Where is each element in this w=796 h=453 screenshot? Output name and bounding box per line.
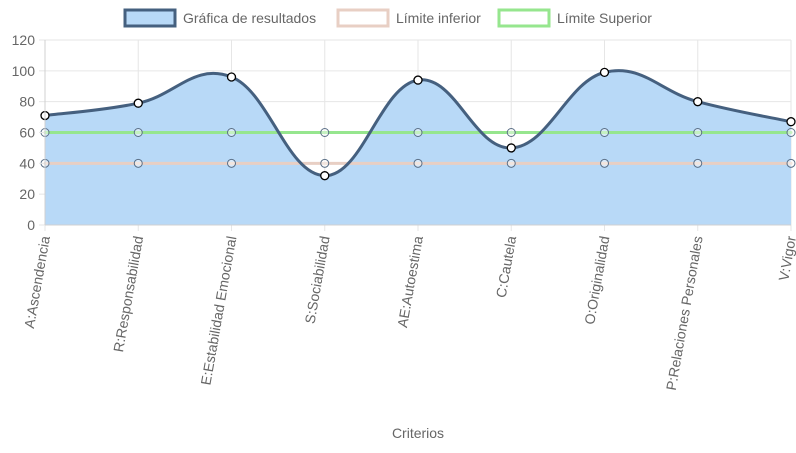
- data-point[interactable]: [786, 158, 796, 168]
- legend-label[interactable]: Límite Superior: [557, 10, 652, 26]
- x-tick-label: P:Relaciones Personales: [663, 235, 706, 392]
- x-tick-label: C:Cautela: [493, 235, 520, 299]
- series-fill-0: [45, 70, 791, 225]
- data-point[interactable]: [133, 128, 143, 137]
- legend-label[interactable]: Límite inferior: [396, 10, 481, 26]
- y-tick-label: 40: [19, 155, 35, 171]
- x-tick-label: V:Vigor: [775, 234, 796, 282]
- y-tick-label: 120: [12, 32, 36, 48]
- data-point[interactable]: [693, 128, 703, 137]
- x-tick-label: O:Originalidad: [581, 235, 612, 326]
- data-point[interactable]: [506, 128, 516, 137]
- x-tick-label: A:Ascendencia: [21, 235, 53, 330]
- data-point[interactable]: [133, 158, 143, 168]
- series-fills: [45, 70, 791, 225]
- data-point[interactable]: [693, 158, 703, 168]
- data-point[interactable]: [133, 98, 143, 108]
- data-point[interactable]: [320, 171, 330, 181]
- y-tick-label: 0: [27, 217, 35, 233]
- data-point[interactable]: [786, 117, 796, 127]
- data-point[interactable]: [600, 128, 609, 137]
- legend-label[interactable]: Gráfica de resultados: [183, 10, 316, 26]
- data-point[interactable]: [413, 128, 423, 137]
- legend: Gráfica de resultados Límite inferior Lími…: [123, 8, 652, 28]
- data-point[interactable]: [320, 128, 330, 137]
- data-point[interactable]: [227, 128, 236, 137]
- data-point[interactable]: [413, 158, 423, 168]
- x-tick-label: R:Responsabilidad: [110, 235, 146, 354]
- data-point[interactable]: [226, 72, 237, 82]
- y-tick-label: 80: [19, 94, 35, 110]
- legend-swatch[interactable]: [497, 8, 551, 28]
- data-point[interactable]: [506, 158, 516, 168]
- data-point[interactable]: [320, 158, 330, 168]
- data-point[interactable]: [600, 158, 609, 168]
- x-tick-label: AE:Autoestima: [394, 235, 426, 329]
- y-tick-label: 60: [19, 125, 35, 141]
- x-tick-label: S:Sociabilidad: [302, 235, 333, 325]
- y-tick-label: 100: [12, 63, 36, 79]
- data-point[interactable]: [227, 158, 236, 168]
- series-points: [40, 67, 796, 181]
- x-tick-label: E:Estabilidad Emocional: [197, 235, 239, 386]
- data-point[interactable]: [413, 75, 423, 85]
- x-axis-title: Criterios: [392, 425, 444, 441]
- legend-swatch[interactable]: [336, 8, 390, 28]
- legend-swatch[interactable]: [123, 8, 177, 28]
- data-point[interactable]: [506, 143, 516, 153]
- data-point[interactable]: [786, 128, 796, 137]
- data-point[interactable]: [693, 97, 703, 107]
- data-point[interactable]: [599, 67, 610, 78]
- y-tick-label: 20: [19, 186, 35, 202]
